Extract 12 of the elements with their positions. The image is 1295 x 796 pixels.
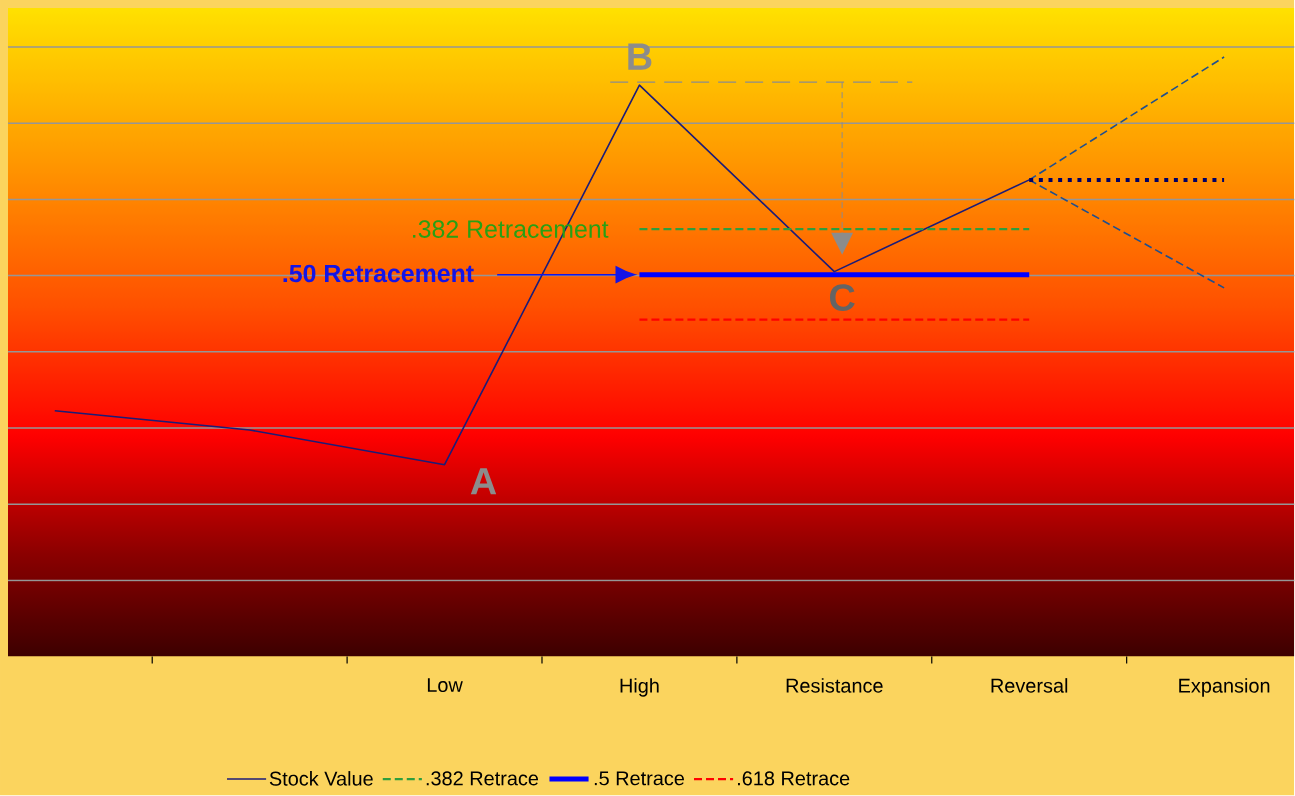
annotation: B xyxy=(628,43,652,70)
x-tick-label: Reversal xyxy=(991,678,1068,693)
legend-label: .382 Retrace xyxy=(426,771,539,786)
legend-label: .618 Retrace xyxy=(738,771,850,786)
x-tick-label: Low xyxy=(427,678,463,693)
x-tick-label: Resistance xyxy=(786,678,883,693)
legend-label: .5 Retrace xyxy=(594,771,685,786)
x-tick-label: High xyxy=(620,678,659,697)
x-tick-label: Expansion xyxy=(1179,678,1270,697)
annotation: C xyxy=(830,284,855,312)
legend-label: Stock Value xyxy=(269,771,373,786)
annotation: A xyxy=(470,468,497,495)
